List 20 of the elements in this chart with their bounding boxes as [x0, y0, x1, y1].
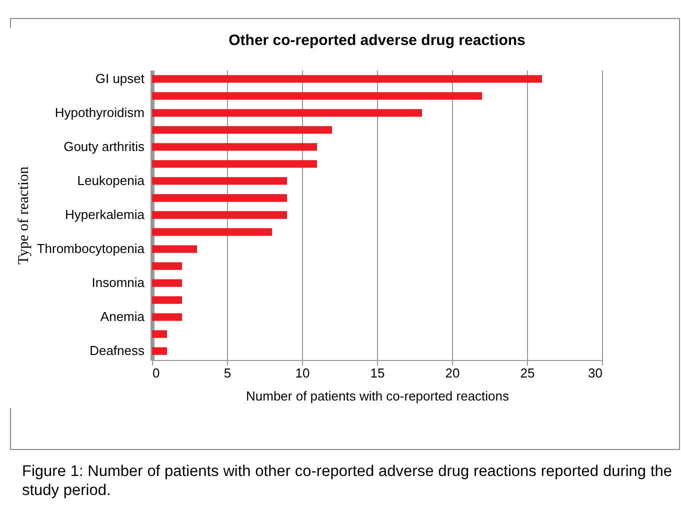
y-tick-label: Hypothyroidism: [54, 104, 144, 120]
caption: Figure 1: Number of patients with other co-reported adverse drug reactions reported during the study period.: [22, 462, 672, 500]
chart-title: Other co-reported adverse drug reactions: [228, 32, 526, 49]
x-tick-label: 10: [295, 366, 310, 380]
y-tick-label: GI upset: [95, 70, 145, 86]
x-tick-label: 30: [588, 366, 602, 380]
y-tick-label: Thrombocytopenia: [36, 241, 146, 256]
y-tick-label: Hyperkalemia: [65, 207, 146, 222]
y-tick-label: Gouty arthritis: [64, 138, 145, 154]
y-tick-label: Insomnia: [92, 275, 146, 290]
y-tick-label: Leukopenia: [77, 172, 146, 188]
y-tick-label: Anemia: [100, 309, 146, 324]
x-tick-label: 5: [224, 366, 232, 380]
x-tick-label: 20: [445, 366, 460, 380]
x-tick-label: 25: [520, 366, 535, 380]
y-tick-label: Deafness: [90, 343, 145, 358]
x-tick-label: 15: [370, 366, 385, 380]
x-axis-title: Number of patients with co-reported reactions: [246, 388, 510, 404]
x-tick-label: 0: [152, 366, 160, 380]
y-axis-title: Type of reaction: [16, 166, 32, 265]
